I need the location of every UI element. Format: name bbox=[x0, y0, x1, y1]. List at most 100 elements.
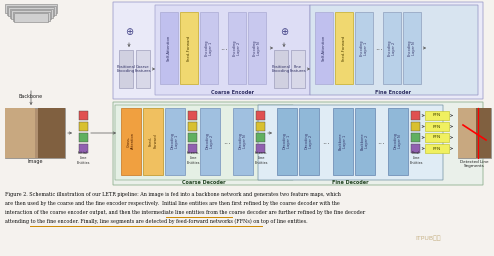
Bar bbox=[14, 13, 48, 22]
FancyBboxPatch shape bbox=[155, 5, 310, 95]
Bar bbox=[160, 12, 178, 84]
Text: ...: ... bbox=[377, 136, 385, 145]
Bar bbox=[315, 12, 333, 84]
Text: are then used by the coarse and the fine encoder respectively.  Initial line ent: are then used by the coarse and the fine… bbox=[5, 201, 340, 206]
Text: Positional
Encoding: Positional Encoding bbox=[117, 65, 135, 73]
Text: Coarse Decoder: Coarse Decoder bbox=[182, 179, 226, 185]
Bar bbox=[335, 12, 353, 84]
Bar bbox=[291, 50, 305, 88]
Bar bbox=[12, 12, 49, 20]
Bar bbox=[5, 108, 35, 158]
Bar bbox=[355, 12, 373, 84]
Bar bbox=[5, 108, 65, 158]
Bar bbox=[200, 12, 218, 84]
Text: Interm.
Line
Entities: Interm. Line Entities bbox=[186, 151, 200, 165]
Bar bbox=[38, 108, 65, 158]
Text: Figure 2. Schematic illustration of our LETR pipeline: An image is fed into a ba: Figure 2. Schematic illustration of our … bbox=[5, 192, 341, 197]
Bar bbox=[188, 122, 197, 131]
FancyBboxPatch shape bbox=[310, 5, 478, 95]
Bar bbox=[383, 12, 401, 84]
Bar bbox=[277, 108, 297, 175]
Text: Coarse
Features: Coarse Features bbox=[135, 65, 151, 73]
Bar bbox=[411, 144, 420, 153]
Text: Decoding
Layer 2: Decoding Layer 2 bbox=[305, 133, 313, 150]
Text: Backbone
Layer 1: Backbone Layer 1 bbox=[339, 132, 347, 150]
Text: Decoding
Layer 1: Decoding Layer 1 bbox=[171, 133, 179, 150]
Text: Encoding
Layer 2: Encoding Layer 2 bbox=[388, 40, 396, 56]
Text: attending to the fine encoder. Finally, line segments are detected by feed-forwa: attending to the fine encoder. Finally, … bbox=[5, 219, 308, 224]
Text: Encoding
Layer 1: Encoding Layer 1 bbox=[205, 40, 213, 56]
Text: FFN: FFN bbox=[433, 135, 441, 140]
Bar bbox=[180, 12, 198, 84]
Bar bbox=[256, 111, 265, 120]
Text: ...: ... bbox=[223, 136, 231, 145]
Bar bbox=[143, 108, 163, 175]
Text: Fine Encoder: Fine Encoder bbox=[375, 90, 411, 94]
Text: ⊕: ⊕ bbox=[125, 27, 133, 37]
Text: ⊕: ⊕ bbox=[280, 27, 288, 37]
Text: Self-Attention: Self-Attention bbox=[322, 35, 326, 61]
Bar bbox=[458, 108, 476, 158]
Bar bbox=[274, 50, 288, 88]
Text: Image: Image bbox=[27, 159, 43, 165]
Bar bbox=[6, 5, 55, 15]
Text: Final
Line
Entities: Final Line Entities bbox=[409, 151, 423, 165]
Text: Cross-
Attention: Cross- Attention bbox=[126, 133, 135, 150]
Text: Backbone
Layer 2: Backbone Layer 2 bbox=[361, 132, 370, 150]
Text: Encoding
Layer 1: Encoding Layer 1 bbox=[360, 40, 369, 56]
Text: Feed-
Forward: Feed- Forward bbox=[149, 134, 157, 148]
Bar bbox=[458, 108, 491, 158]
Text: Interm.
Line
Entities: Interm. Line Entities bbox=[254, 151, 268, 165]
Text: Decoding
Layer 1: Decoding Layer 1 bbox=[283, 133, 291, 150]
FancyBboxPatch shape bbox=[113, 2, 483, 99]
Bar bbox=[425, 111, 449, 120]
Text: Encoding
Layer N: Encoding Layer N bbox=[253, 40, 261, 56]
FancyBboxPatch shape bbox=[258, 105, 443, 180]
Bar bbox=[256, 144, 265, 153]
Text: FFN: FFN bbox=[433, 124, 441, 129]
Text: Detected Line
Segments: Detected Line Segments bbox=[460, 160, 488, 168]
Bar bbox=[299, 108, 319, 175]
Text: Decoding
Layer N: Decoding Layer N bbox=[239, 133, 247, 150]
Text: Backbone: Backbone bbox=[19, 93, 43, 99]
Text: Encoding
Layer 2: Encoding Layer 2 bbox=[233, 40, 241, 56]
Text: Self-Attention: Self-Attention bbox=[167, 35, 171, 61]
Bar bbox=[476, 108, 491, 158]
Bar bbox=[388, 108, 408, 175]
Text: Encoding
Layer N: Encoding Layer N bbox=[408, 40, 416, 56]
Text: Decoding
Layer N: Decoding Layer N bbox=[394, 133, 402, 150]
Text: ITPUB博客: ITPUB博客 bbox=[415, 235, 441, 241]
Bar bbox=[333, 108, 353, 175]
Bar bbox=[411, 111, 420, 120]
FancyBboxPatch shape bbox=[115, 105, 293, 180]
Bar bbox=[355, 108, 375, 175]
Bar bbox=[79, 111, 88, 120]
Bar bbox=[200, 108, 220, 175]
Text: Fine
Features: Fine Features bbox=[289, 65, 306, 73]
Bar bbox=[425, 144, 449, 153]
Text: Fine Decoder: Fine Decoder bbox=[332, 179, 368, 185]
Bar bbox=[411, 122, 420, 131]
Text: Feed-Forward: Feed-Forward bbox=[187, 35, 191, 61]
Bar bbox=[228, 12, 246, 84]
Bar bbox=[188, 111, 197, 120]
Bar bbox=[79, 144, 88, 153]
Text: Initial
Line
Entities: Initial Line Entities bbox=[76, 151, 90, 165]
Text: FFN: FFN bbox=[433, 146, 441, 151]
Text: Positional
Encoding: Positional Encoding bbox=[272, 65, 290, 73]
Bar bbox=[403, 12, 421, 84]
Text: Decoding
Layer 2: Decoding Layer 2 bbox=[206, 133, 214, 150]
Bar bbox=[233, 108, 253, 175]
Bar bbox=[425, 133, 449, 142]
Text: ...: ... bbox=[220, 44, 228, 52]
Text: ...: ... bbox=[322, 136, 330, 145]
Bar bbox=[79, 122, 88, 131]
Text: Feed-Forward: Feed-Forward bbox=[342, 35, 346, 61]
FancyBboxPatch shape bbox=[113, 102, 483, 185]
Bar bbox=[248, 12, 266, 84]
Bar bbox=[5, 4, 57, 13]
Bar bbox=[11, 10, 51, 19]
Bar bbox=[188, 133, 197, 142]
Bar bbox=[188, 144, 197, 153]
Bar bbox=[256, 133, 265, 142]
